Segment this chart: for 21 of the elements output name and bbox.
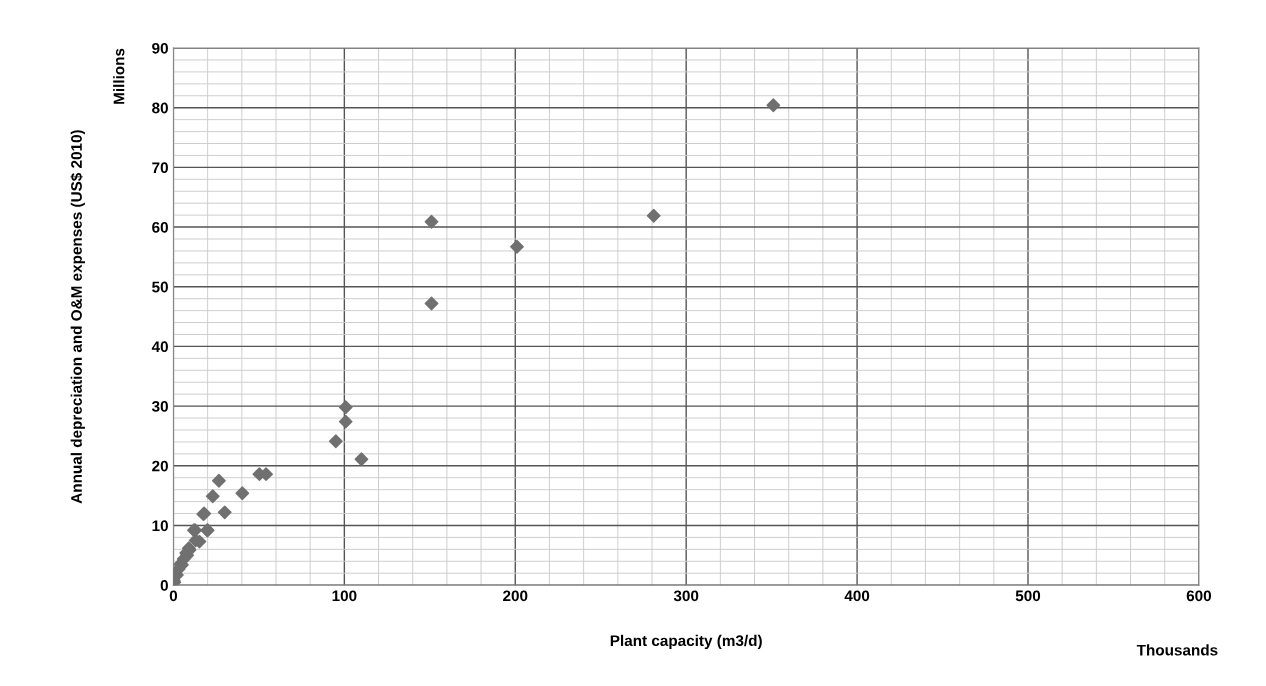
- y-tick-label: 80: [152, 102, 168, 114]
- x-axis-title: Plant capacity (m3/d): [610, 634, 762, 650]
- y-tick-label: 40: [151, 341, 168, 353]
- y-tick-label: 70: [152, 162, 168, 174]
- y-tick-label: 50: [152, 281, 168, 293]
- x-tick-label: 600: [1186, 590, 1212, 602]
- x-tick-label: 200: [503, 590, 528, 602]
- y-tick-label: 10: [152, 520, 168, 532]
- y-tick-label: 0: [160, 580, 168, 591]
- y-tick-label: 60: [152, 221, 168, 233]
- y-tick-label: 20: [152, 460, 168, 472]
- y-axis-title: Annual depreciation and O&M expenses (US$ 2010): [70, 130, 85, 504]
- y-tick-label: 30: [151, 400, 168, 412]
- x-tick-label: 400: [844, 590, 870, 602]
- text: Thousands: [1136, 644, 1218, 656]
- x-tick-label: 300: [673, 590, 699, 602]
- y-tick-label: 90: [152, 42, 168, 54]
- text: Millions: [113, 48, 125, 104]
- x-tick-label: 100: [332, 590, 357, 602]
- x-tick-label: 0: [169, 590, 178, 602]
- x-tick-label: 500: [1015, 590, 1041, 602]
